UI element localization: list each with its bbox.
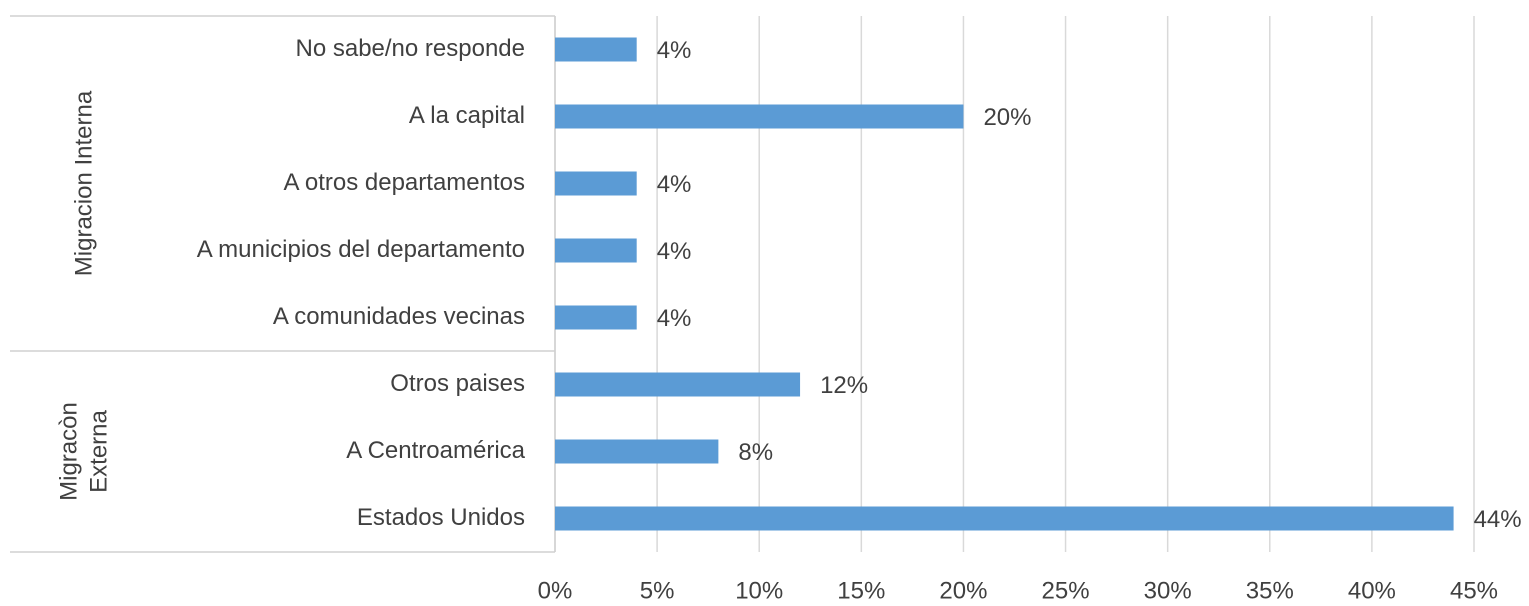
bar (555, 372, 801, 397)
y-tick-label: A Centroamérica (346, 437, 525, 464)
x-tick-label: 40% (1348, 577, 1396, 604)
bar (555, 37, 637, 62)
x-tick-label: 15% (837, 577, 885, 604)
group-label: Externa (85, 409, 112, 492)
bar (555, 238, 637, 263)
bar (555, 305, 637, 330)
group-label: Migracòn (55, 402, 82, 501)
data-label: 12% (820, 372, 868, 399)
data-label: 4% (657, 305, 692, 332)
y-tick-label: A municipios del departamento (197, 236, 525, 263)
y-tick-label: Otros paises (390, 370, 525, 397)
x-tick-label: 10% (735, 577, 783, 604)
y-tick-label: A la capital (409, 102, 525, 129)
group-label: Migracion Interna (70, 90, 97, 276)
x-tick-label: 0% (538, 577, 573, 604)
x-tick-label: 30% (1144, 577, 1192, 604)
x-tick-label: 25% (1042, 577, 1090, 604)
y-tick-label: Estados Unidos (357, 504, 525, 531)
data-label: 4% (657, 171, 692, 198)
data-label: 44% (1474, 506, 1522, 533)
bar (555, 439, 719, 464)
data-label: 20% (983, 104, 1031, 131)
y-tick-label: No sabe/no responde (296, 35, 526, 62)
data-label: 4% (657, 37, 692, 64)
bar (555, 104, 964, 129)
data-label: 4% (657, 238, 692, 265)
y-tick-label: A comunidades vecinas (273, 303, 525, 330)
x-tick-label: 20% (939, 577, 987, 604)
data-label: 8% (738, 439, 773, 466)
x-tick-label: 35% (1246, 577, 1294, 604)
bar (555, 171, 637, 196)
bar (555, 506, 1454, 531)
x-tick-label: 45% (1450, 577, 1498, 604)
y-tick-label: A otros departamentos (284, 169, 525, 196)
x-tick-label: 5% (640, 577, 675, 604)
